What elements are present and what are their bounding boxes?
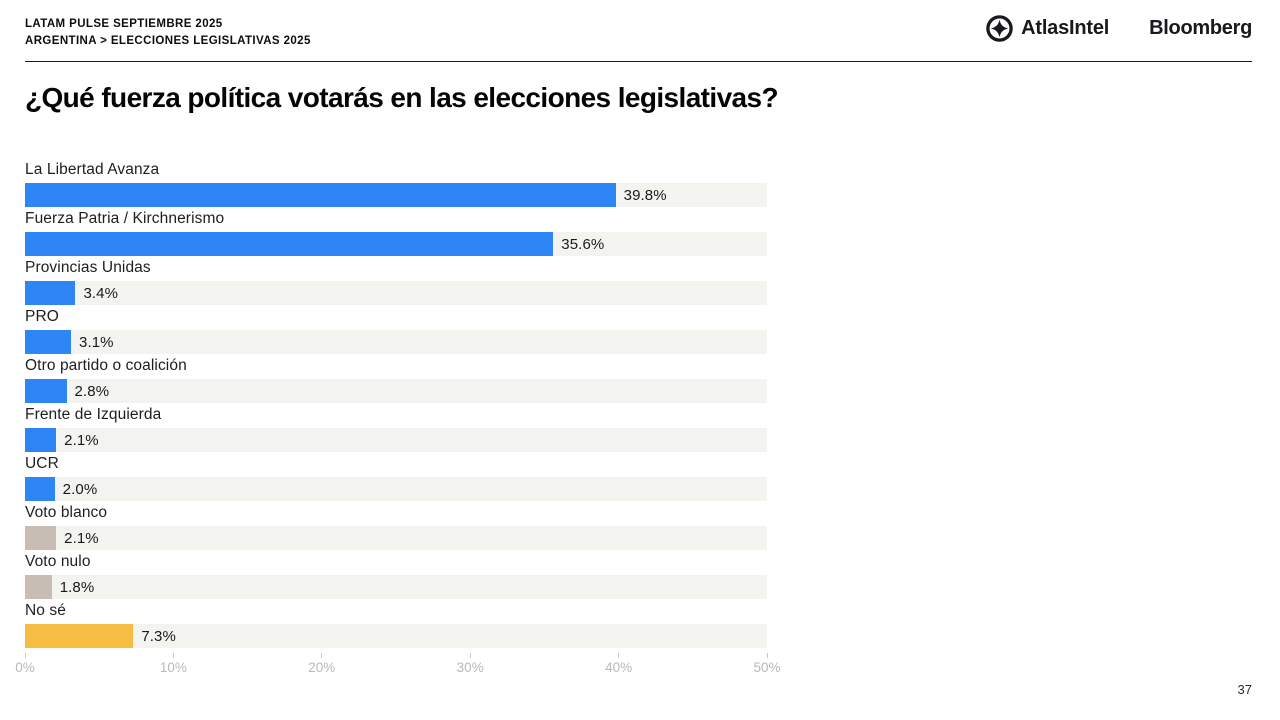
- category-label: Provincias Unidas: [25, 259, 151, 276]
- bar-track: 3.1%: [25, 330, 767, 354]
- tick-mark: [24, 653, 26, 658]
- tick-mark: [321, 653, 323, 658]
- value-label: 39.8%: [623, 186, 667, 204]
- bar: [25, 477, 55, 501]
- tick-label: 20%: [308, 660, 336, 675]
- category-label: Fuerza Patria / Kirchnerismo: [25, 210, 225, 227]
- value-label: 7.3%: [141, 627, 176, 645]
- tick-mark: [172, 653, 174, 658]
- atlasintel-star-icon: [986, 15, 1013, 42]
- chart-row: La Libertad Avanza 39.8%: [25, 161, 767, 207]
- category-label: UCR: [25, 455, 59, 472]
- category-label: No sé: [25, 602, 66, 619]
- tick-label: 50%: [753, 660, 781, 675]
- chart-row: Otro partido o coalición 2.8%: [25, 357, 767, 403]
- value-label: 2.1%: [64, 529, 99, 547]
- bar-track: 2.1%: [25, 526, 767, 550]
- tick-label: 30%: [456, 660, 484, 675]
- atlasintel-wordmark: AtlasIntel: [1021, 17, 1110, 39]
- bar: [25, 624, 134, 648]
- category-label: La Libertad Avanza: [25, 161, 160, 178]
- value-label: 3.4%: [83, 284, 119, 302]
- page-number: 37: [1237, 682, 1252, 697]
- value-label: 2.0%: [62, 480, 98, 498]
- chart-row: No sé 7.3%: [25, 602, 767, 648]
- bar: [25, 379, 67, 403]
- bar-chart: La Libertad Avanza 39.8% Fuerza Patria /…: [15, 161, 781, 683]
- bar-track: 2.1%: [25, 428, 767, 452]
- bar: [25, 330, 71, 354]
- chart-row: Voto nulo 1.8%: [25, 553, 767, 599]
- breadcrumb: ARGENTINA > ELECCIONES LEGISLATIVAS 2025: [25, 35, 311, 47]
- bar: [25, 526, 57, 550]
- category-label: Voto nulo: [25, 553, 91, 570]
- bar-track: 2.8%: [25, 379, 767, 403]
- chart-row: Frente de Izquierda 2.1%: [25, 406, 767, 452]
- bar: [25, 232, 554, 256]
- bar-track: 7.3%: [25, 624, 767, 648]
- bar: [25, 428, 57, 452]
- value-label: 3.1%: [79, 333, 114, 351]
- tick-mark: [618, 653, 620, 658]
- bar: [25, 575, 52, 599]
- bar: [25, 183, 616, 207]
- header-divider: [25, 61, 1252, 62]
- chart-row: UCR 2.0%: [25, 455, 767, 501]
- report-name: LATAM PULSE SEPTIEMBRE 2025: [25, 18, 223, 30]
- chart-row: PRO 3.1%: [25, 308, 767, 354]
- bar-track: 2.0%: [25, 477, 767, 501]
- value-label: 1.8%: [59, 578, 95, 596]
- logo-group: AtlasIntel Bloomberg: [986, 15, 1252, 42]
- category-label: Voto blanco: [25, 504, 108, 521]
- bar-track: 35.6%: [25, 232, 767, 256]
- tick-label: 10%: [159, 660, 187, 675]
- chart-rows: La Libertad Avanza 39.8% Fuerza Patria /…: [25, 161, 767, 648]
- bar: [25, 281, 76, 305]
- value-label: 35.6%: [561, 235, 605, 253]
- category-label: Frente de Izquierda: [25, 406, 162, 423]
- header: LATAM PULSE SEPTIEMBRE 2025 ARGENTINA > …: [25, 16, 311, 50]
- atlasintel-logo: AtlasIntel: [986, 15, 1109, 42]
- category-label: Otro partido o coalición: [25, 357, 187, 374]
- chart-row: Provincias Unidas 3.4%: [25, 259, 767, 305]
- bar-track: 39.8%: [25, 183, 767, 207]
- tick-label: 0%: [15, 660, 35, 675]
- bloomberg-wordmark: Bloomberg: [1149, 17, 1252, 39]
- chart-row: Fuerza Patria / Kirchnerismo 35.6%: [25, 210, 767, 256]
- tick-mark: [469, 653, 471, 658]
- bar-track: 3.4%: [25, 281, 767, 305]
- tick-mark: [766, 653, 768, 658]
- x-axis: 0% 10% 20% 30% 40% 50%: [15, 651, 781, 683]
- category-label: PRO: [25, 308, 59, 325]
- value-label: 2.8%: [74, 382, 110, 400]
- value-label: 2.1%: [64, 431, 99, 449]
- tick-label: 40%: [605, 660, 633, 675]
- page-title: ¿Qué fuerza política votarás en las elec…: [25, 82, 779, 113]
- bar-track: 1.8%: [25, 575, 767, 599]
- chart-row: Voto blanco 2.1%: [25, 504, 767, 550]
